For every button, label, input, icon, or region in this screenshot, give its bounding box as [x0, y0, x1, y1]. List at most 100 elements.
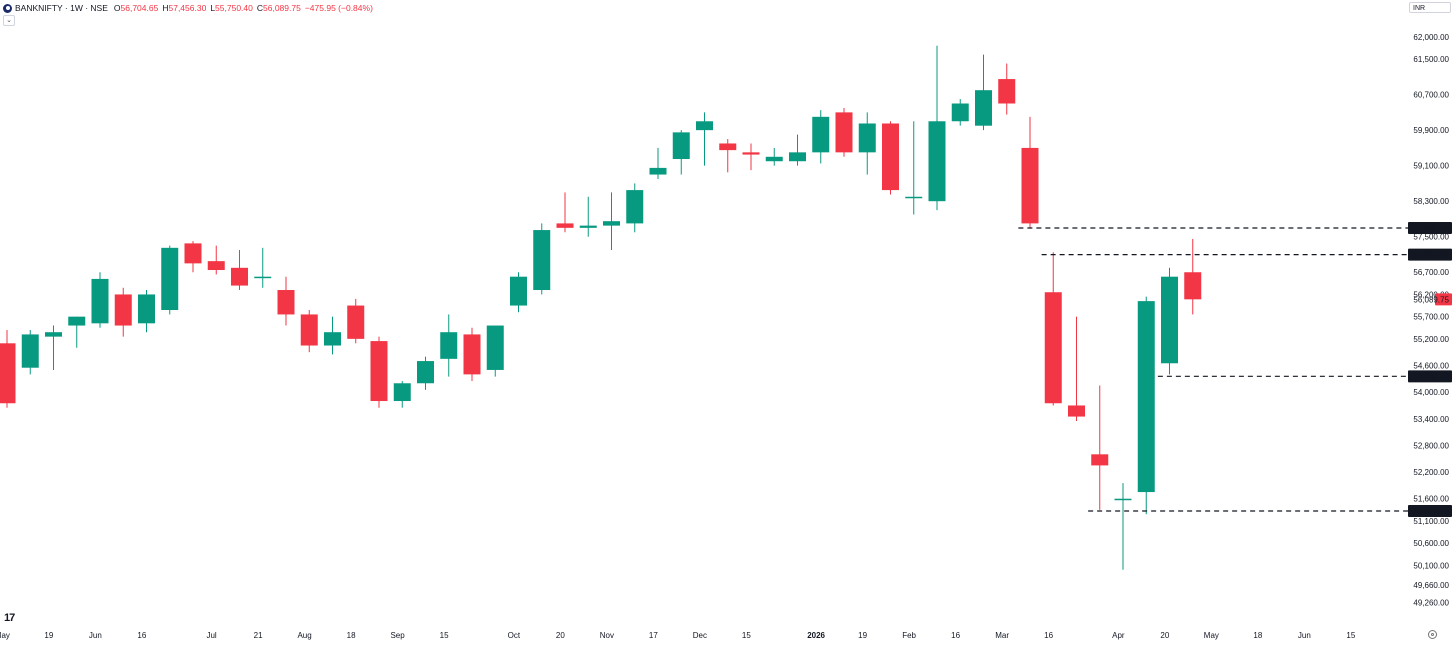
x-tick-label: 2026 — [807, 631, 825, 640]
candle-body — [324, 332, 341, 346]
y-tick-label: 54,600.00 — [1413, 362, 1449, 371]
candle-body — [486, 325, 504, 370]
level-price-label: 57,696.40 — [1413, 224, 1449, 233]
candle-body — [91, 278, 109, 324]
candle-body — [579, 225, 597, 228]
candle-body — [231, 267, 248, 286]
x-tick-label: 18 — [1253, 631, 1262, 640]
y-tick-label: 52,800.00 — [1413, 441, 1449, 450]
y-tick-label: 56,700.00 — [1413, 268, 1449, 277]
candle-body — [207, 261, 225, 271]
y-tick-label: 49,260.00 — [1413, 599, 1449, 608]
x-tick-label: 15 — [742, 631, 751, 640]
x-tick-label: 20 — [556, 631, 565, 640]
x-tick-label: 16 — [1044, 631, 1053, 640]
candle-body — [533, 230, 551, 291]
high-label: H — [162, 3, 169, 13]
x-tick-label: 17 — [649, 631, 658, 640]
y-tick-label: 49,660.00 — [1413, 581, 1449, 590]
candle-body — [0, 343, 16, 404]
y-tick-label: 55,200.00 — [1413, 335, 1449, 344]
candle-body — [742, 152, 760, 155]
candle-body — [905, 196, 923, 199]
x-tick-label: 18 — [347, 631, 356, 640]
currency-selector[interactable]: INR — [1409, 2, 1451, 13]
candle-body — [1021, 147, 1039, 224]
candle-body — [719, 143, 737, 151]
last-price-label: 56,089.75 — [1413, 295, 1449, 304]
candle-body — [882, 123, 899, 191]
x-tick-label: Sep — [390, 631, 405, 640]
tradingview-logo-icon[interactable]: 17 — [4, 612, 15, 624]
candle-body — [1091, 454, 1109, 466]
candle-body — [626, 190, 644, 224]
level-price-tag — [1408, 222, 1452, 234]
candle-body — [951, 103, 969, 122]
x-tick-label: 19 — [858, 631, 867, 640]
level-price-label: 54,356.20 — [1413, 372, 1449, 381]
candle-body — [184, 243, 202, 264]
candle-body — [556, 223, 574, 228]
y-tick-label: 52,200.00 — [1413, 468, 1449, 477]
candle-body — [835, 112, 853, 153]
candle-body — [161, 247, 179, 310]
candle-body — [998, 79, 1016, 104]
candle-body — [417, 361, 434, 384]
level-price-tag — [1408, 505, 1452, 517]
x-tick-label: 15 — [1346, 631, 1355, 640]
y-tick-label: 62,000.00 — [1413, 33, 1449, 42]
candle-body — [789, 152, 806, 162]
candle-body — [1161, 276, 1178, 364]
candle-body — [300, 314, 318, 346]
candle-body — [696, 121, 713, 131]
level-price-label: 57,097.05 — [1413, 251, 1449, 260]
y-tick-label: 51,600.00 — [1413, 495, 1449, 504]
x-tick-label: Jul — [206, 631, 216, 640]
symbol-title[interactable]: BANKNIFTY · 1W · NSE — [15, 3, 108, 13]
x-tick-label: Jun — [1298, 631, 1311, 640]
close-value: 56,089.75 — [263, 3, 301, 13]
y-tick-label: 53,400.00 — [1413, 415, 1449, 424]
level-price-tag — [1408, 248, 1452, 261]
x-tick-label: 19 — [44, 631, 53, 640]
candle-body — [68, 316, 86, 326]
open-value: 56,704.65 — [120, 3, 159, 13]
y-tick-label: 60,700.00 — [1413, 91, 1449, 100]
candle-body — [812, 116, 830, 153]
collapse-legend-button[interactable]: ⌄ — [3, 15, 15, 26]
level-price-tag — [1408, 370, 1452, 383]
x-tick-label: 21 — [254, 631, 263, 640]
close-label: C — [256, 3, 264, 13]
x-tick-label: May — [1204, 631, 1219, 640]
settings-gear-icon[interactable] — [1428, 630, 1437, 639]
level-price-label: 51,323.60 — [1413, 507, 1449, 516]
candle-body — [277, 290, 295, 315]
candle-body — [1114, 498, 1132, 501]
candle-body — [928, 121, 946, 202]
candle-body — [138, 294, 155, 324]
candle-body — [370, 341, 388, 402]
candle-body — [672, 132, 690, 160]
x-tick-label: Apr — [1112, 631, 1125, 640]
y-tick-label: 61,500.00 — [1413, 55, 1449, 64]
candle-body — [603, 221, 620, 226]
exchange-icon — [3, 3, 12, 13]
x-tick-label: Mar — [995, 631, 1009, 640]
y-tick-label: 51,100.00 — [1413, 517, 1449, 526]
candle-body — [858, 123, 876, 153]
y-tick-label: 59,100.00 — [1413, 162, 1449, 171]
y-tick-label: 50,600.00 — [1413, 539, 1449, 548]
candle-body — [649, 167, 667, 175]
candle-body — [393, 383, 411, 402]
candle-body — [510, 276, 527, 306]
y-tick-label: 56,200.00 — [1413, 290, 1449, 299]
candle-body — [1184, 272, 1202, 300]
candle-body — [254, 276, 272, 279]
x-tick-label: Feb — [902, 631, 916, 640]
low-label: L — [210, 3, 216, 13]
x-tick-label: 20 — [1160, 631, 1169, 640]
high-value: 57,456.30 — [168, 3, 207, 13]
x-tick-label: 15 — [440, 631, 449, 640]
candles-group — [0, 45, 1202, 570]
